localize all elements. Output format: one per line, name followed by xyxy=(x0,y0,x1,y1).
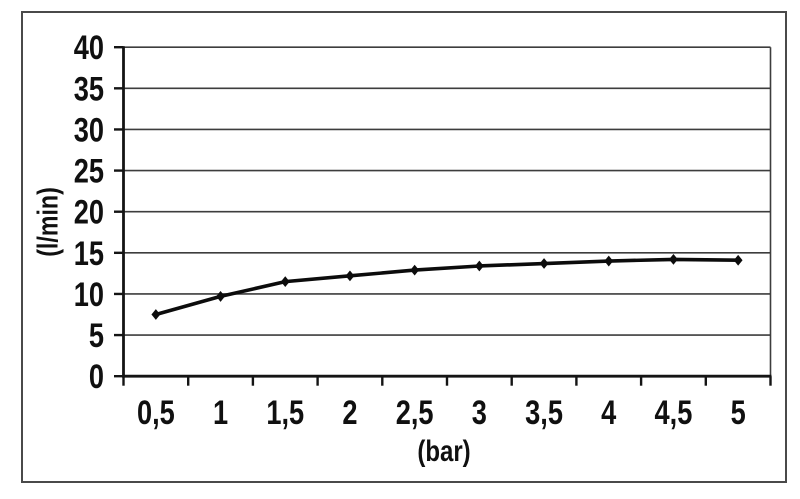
data-point-marker xyxy=(280,276,290,288)
x-tick-label: 3 xyxy=(472,393,487,432)
y-tick-label: 25 xyxy=(74,152,104,191)
data-point-marker xyxy=(604,255,614,267)
x-tick-label: 1 xyxy=(213,393,228,432)
x-tick-label: 1,5 xyxy=(266,393,304,432)
data-point-marker xyxy=(733,254,743,266)
data-point-marker xyxy=(474,260,484,272)
x-tick-label: 0,5 xyxy=(137,393,175,432)
data-point-marker xyxy=(345,270,355,282)
x-tick-label: 2,5 xyxy=(396,393,434,432)
y-tick-label: 10 xyxy=(74,275,104,314)
y-tick-label: 40 xyxy=(74,28,104,67)
data-point-marker xyxy=(151,309,161,320)
figure-border-frame xyxy=(21,11,787,483)
data-point-marker xyxy=(410,264,420,276)
x-tick-label: 5 xyxy=(731,393,746,432)
data-point-marker xyxy=(216,291,225,302)
y-tick-label: 0 xyxy=(89,357,104,396)
data-point-marker xyxy=(669,254,678,265)
x-tick-label: 4 xyxy=(601,393,616,432)
y-tick-label: 5 xyxy=(89,316,104,355)
y-axis-title: (l/min) xyxy=(32,187,65,257)
x-tick-label: 3,5 xyxy=(525,393,563,432)
x-tick-label: 4,5 xyxy=(655,393,693,432)
x-axis-title: (bar) xyxy=(417,435,471,468)
data-point-marker xyxy=(539,258,549,269)
x-tick-label: 2 xyxy=(342,393,357,432)
y-tick-label: 35 xyxy=(74,69,104,108)
y-tick-label: 20 xyxy=(74,193,104,232)
series-line xyxy=(154,257,740,317)
y-tick-label: 30 xyxy=(74,111,104,150)
y-tick-label: 15 xyxy=(74,234,104,273)
